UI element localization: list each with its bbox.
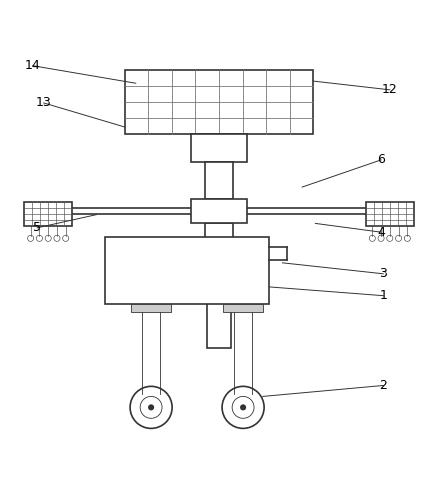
Bar — [191, 134, 247, 162]
Bar — [205, 162, 233, 199]
Text: 5: 5 — [33, 221, 41, 234]
Circle shape — [240, 404, 246, 410]
Bar — [191, 199, 247, 223]
Bar — [131, 304, 171, 312]
Text: 6: 6 — [377, 153, 385, 166]
Text: 13: 13 — [36, 97, 52, 109]
Bar — [205, 223, 233, 294]
Bar — [223, 304, 263, 312]
Bar — [105, 237, 269, 304]
Circle shape — [148, 404, 154, 410]
Bar — [24, 202, 72, 227]
Text: 12: 12 — [382, 83, 398, 97]
Bar — [207, 291, 231, 348]
Text: 3: 3 — [379, 267, 387, 280]
Bar — [366, 202, 414, 227]
Text: 14: 14 — [25, 59, 41, 72]
Bar — [125, 70, 313, 134]
Text: 2: 2 — [379, 379, 387, 392]
Text: 1: 1 — [379, 289, 387, 302]
Text: 4: 4 — [377, 226, 385, 239]
